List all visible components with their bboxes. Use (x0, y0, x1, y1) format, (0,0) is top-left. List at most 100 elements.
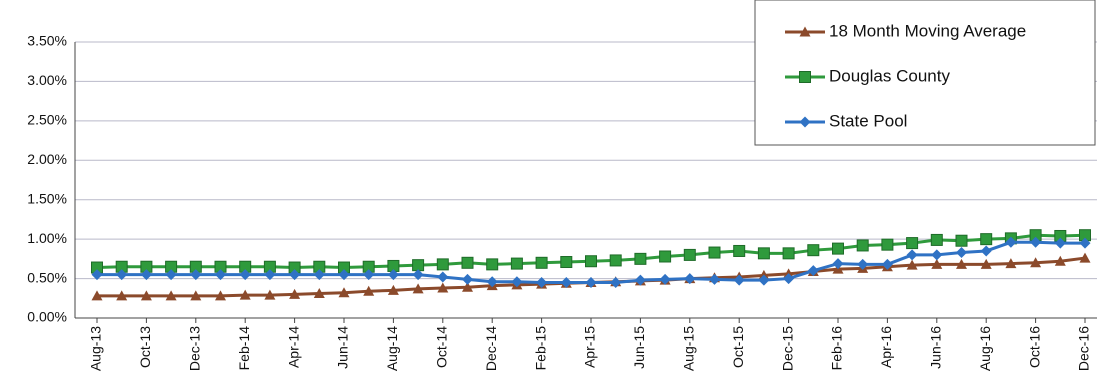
marker (659, 250, 672, 263)
marker (486, 258, 499, 271)
marker (906, 249, 918, 261)
marker (116, 269, 128, 281)
marker (799, 71, 811, 83)
y-tick-label: 0.50% (27, 269, 67, 285)
marker (832, 242, 844, 255)
marker (956, 247, 967, 259)
y-tick-label: 0.00% (27, 309, 67, 325)
marker (560, 256, 573, 269)
marker (1054, 237, 1066, 249)
x-tick-label: Dec-16 (1076, 326, 1092, 371)
marker (486, 276, 498, 288)
marker (91, 290, 103, 301)
marker (511, 276, 523, 288)
marker (906, 259, 918, 270)
x-tick-label: Jun-14 (335, 326, 351, 369)
x-tick-label: Oct-15 (730, 326, 746, 368)
marker (289, 269, 301, 281)
marker (1030, 257, 1042, 268)
series (91, 236, 1091, 289)
x-tick-label: Apr-14 (285, 326, 301, 368)
marker (264, 269, 276, 281)
x-tick-label: Feb-15 (532, 326, 548, 371)
marker (165, 290, 177, 301)
marker (338, 287, 350, 298)
marker (437, 282, 449, 293)
y-tick-label: 1.50% (27, 190, 67, 206)
marker (1030, 236, 1042, 248)
marker (906, 237, 919, 250)
x-tick-label: Feb-16 (829, 326, 845, 371)
marker (462, 273, 473, 285)
marker (757, 247, 770, 260)
marker (412, 283, 424, 294)
marker (881, 238, 894, 251)
legend-label: Douglas County (829, 66, 950, 85)
legend-label: State Pool (829, 111, 907, 130)
x-tick-label: Dec-13 (187, 326, 203, 371)
marker (412, 269, 424, 281)
marker (190, 269, 202, 281)
marker (239, 289, 251, 300)
y-tick-label: 3.00% (27, 72, 67, 88)
marker (536, 277, 548, 289)
marker (799, 116, 811, 128)
marker (980, 258, 992, 269)
marker (931, 249, 943, 261)
x-tick-label: Oct-16 (1026, 326, 1042, 368)
marker (684, 273, 696, 285)
marker (708, 246, 721, 259)
x-tick-label: Aug-16 (977, 326, 993, 371)
marker (807, 244, 820, 257)
marker (116, 290, 128, 301)
marker (239, 269, 251, 281)
marker (313, 269, 325, 281)
marker (387, 269, 399, 281)
marker (610, 277, 622, 289)
x-tick-label: Apr-15 (582, 326, 598, 368)
marker (881, 258, 893, 270)
marker (856, 239, 869, 252)
marker (931, 258, 943, 269)
marker (1005, 236, 1017, 248)
marker (535, 256, 548, 269)
marker (313, 288, 325, 299)
marker (289, 288, 301, 299)
x-tick-label: Dec-15 (779, 326, 795, 371)
marker (659, 273, 671, 285)
marker (140, 269, 152, 281)
marker (461, 256, 474, 269)
marker (363, 269, 375, 281)
legend-label: 18 Month Moving Average (829, 21, 1026, 40)
marker (930, 233, 943, 246)
marker (190, 290, 202, 301)
marker (782, 247, 795, 260)
marker (955, 234, 968, 247)
marker (510, 257, 523, 270)
series (91, 229, 1091, 274)
marker (436, 258, 449, 271)
legend: 18 Month Moving Average Douglas County Sta… (754, 0, 1096, 146)
x-tick-label: Oct-13 (137, 326, 153, 368)
marker (1079, 252, 1091, 263)
marker (683, 248, 696, 261)
marker (832, 258, 844, 270)
x-tick-label: Apr-16 (878, 326, 894, 368)
legend-box (754, 0, 1096, 146)
marker (437, 271, 449, 283)
y-tick-label: 2.50% (27, 112, 67, 128)
marker (585, 277, 597, 289)
marker (412, 259, 425, 272)
marker (91, 269, 103, 281)
x-tick-label: Dec-14 (483, 326, 499, 371)
marker (363, 285, 375, 296)
marker (1005, 258, 1017, 269)
marker (758, 274, 770, 286)
y-tick-label: 2.00% (27, 151, 67, 167)
marker (733, 274, 745, 286)
x-tick-label: Aug-15 (681, 326, 697, 371)
x-tick-label: Feb-14 (236, 326, 252, 371)
marker (1054, 255, 1066, 266)
marker (807, 265, 819, 277)
